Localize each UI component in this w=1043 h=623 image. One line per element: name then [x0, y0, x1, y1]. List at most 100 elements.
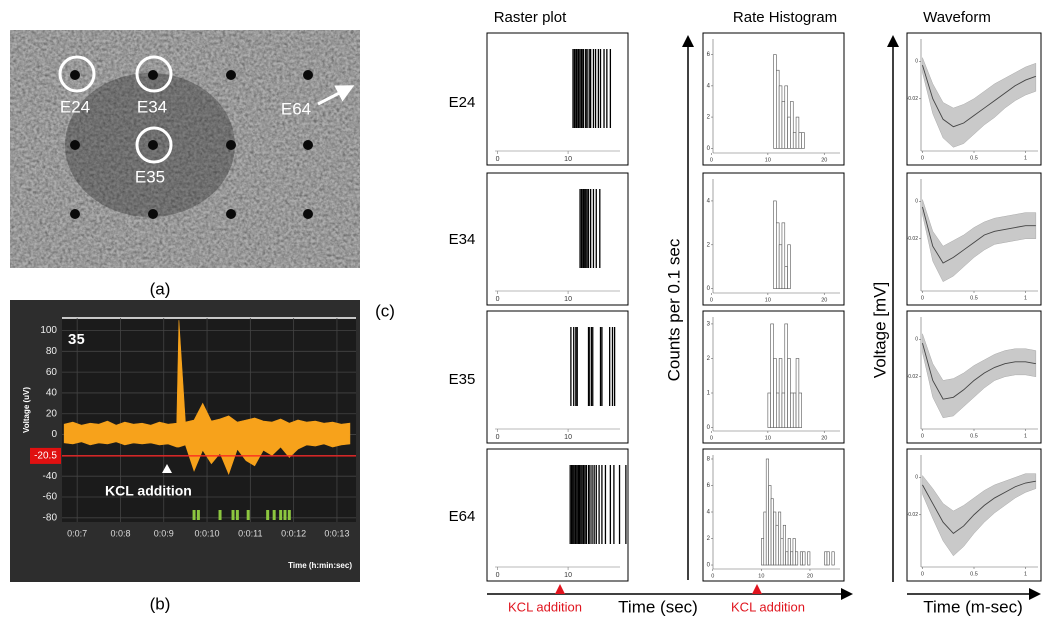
histogram-bar: [781, 392, 786, 428]
spike-event: [287, 510, 291, 520]
y-tick-label: 6: [707, 52, 711, 58]
x-tick-label: 0:0:12: [281, 528, 306, 538]
histogram-bar: [761, 538, 765, 566]
x-tick-label: 20: [821, 435, 827, 441]
column-title: Raster plot: [494, 9, 567, 26]
x-tick-label: 0: [921, 155, 924, 161]
spike-event: [235, 510, 239, 520]
y-tick-label: 0: [707, 563, 711, 569]
histogram-bar: [781, 101, 786, 149]
x-tick-label: 0.5: [970, 155, 978, 161]
x-axis-label: Time (h:min:sec): [288, 561, 352, 570]
electrode-label: E64: [281, 99, 311, 118]
spike-event: [196, 510, 200, 520]
x-tick-label: 20: [807, 573, 813, 579]
x-tick-label: 0:0:10: [195, 528, 220, 538]
x-tick-label: 10: [765, 435, 771, 441]
x-tick-label: 1: [1024, 295, 1027, 301]
y-tick-label: 4: [707, 510, 711, 516]
x-tick-label: 20: [821, 157, 827, 163]
y-tick-label: 40: [46, 388, 58, 399]
panel-label: (b): [150, 594, 171, 613]
y-tick-label: -0.02: [907, 374, 919, 380]
counts-axis-label: Counts per 0.1 sec: [664, 238, 683, 381]
spike-event: [283, 510, 287, 520]
y-tick-label: 80: [46, 346, 58, 357]
x-tick-label: 20: [821, 297, 827, 303]
y-tick-label: 0: [915, 337, 918, 343]
histogram-bar: [768, 485, 772, 566]
histogram-bar: [778, 358, 783, 428]
histogram-bar: [792, 132, 797, 149]
x-tick-label: 0: [710, 157, 713, 163]
threshold-label: -20.5: [34, 451, 57, 462]
voltage-axis-label: Voltage [mV]: [870, 282, 889, 378]
histogram-bar: [807, 551, 811, 566]
y-tick-label: 0: [915, 199, 918, 205]
histogram-bar: [798, 132, 803, 149]
histogram-bar: [790, 551, 794, 566]
x-tick-label: 0: [921, 571, 924, 577]
x-tick-label: 0: [710, 435, 713, 441]
y-tick-label: -0.02: [907, 512, 919, 518]
y-tick-label: -80: [43, 512, 58, 523]
x-tick-label: 0: [496, 156, 500, 163]
histogram-bar: [802, 551, 806, 566]
y-tick-label: 0: [51, 429, 57, 440]
annotation: KCL addition: [105, 483, 192, 499]
x-tick-label: 0:0:7: [67, 528, 87, 538]
histogram-bar: [798, 392, 803, 428]
histogram-bar: [773, 54, 777, 149]
x-tick-label: 1: [1024, 571, 1027, 577]
x-tick-label: 10: [564, 572, 572, 579]
y-tick-label: 100: [40, 325, 57, 336]
x-tick-label: 0.5: [970, 295, 978, 301]
histogram-bar: [790, 392, 794, 428]
histogram-bar: [782, 524, 786, 566]
spike-event: [266, 510, 270, 520]
y-tick-label: 2: [707, 356, 711, 362]
histogram-bar: [787, 538, 791, 566]
histogram-bar: [776, 222, 780, 289]
waveform-band: [922, 333, 1037, 419]
x-tick-label: 0:0:11: [238, 528, 262, 538]
row-label: E35: [449, 371, 476, 388]
histogram-bar: [826, 551, 830, 566]
histogram-bar: [776, 392, 780, 428]
kcl-label: KCL addition: [508, 599, 582, 614]
spike-event: [231, 510, 235, 520]
x-tick-label: 0:0:9: [154, 528, 174, 538]
x-tick-label: 0:0:8: [110, 528, 130, 538]
histogram-bar: [763, 511, 767, 566]
raster-box: [486, 310, 629, 444]
y-tick-label: 1: [707, 391, 711, 397]
channel-number: 35: [68, 331, 85, 348]
y-tick-label: 2: [707, 242, 711, 248]
y-tick-label: 4: [707, 199, 711, 205]
panel-label: (c): [375, 301, 395, 320]
x-tick-label: 10: [564, 434, 572, 441]
y-tick-label: 8: [707, 457, 711, 463]
histogram-bar: [765, 458, 769, 566]
panel-label: (a): [150, 279, 171, 298]
waveform-mean: [922, 206, 1036, 264]
kcl-label: KCL addition: [731, 599, 805, 614]
y-tick-label: 0: [707, 146, 711, 152]
waveform-mean: [922, 480, 1036, 534]
spike-event: [279, 510, 283, 520]
y-axis-label: Voltage (uV): [22, 387, 31, 433]
histogram-bar: [785, 551, 789, 566]
x-tick-label: 0:0:13: [324, 528, 349, 538]
spike-event: [192, 510, 196, 520]
histogram-bar: [787, 244, 791, 289]
x-tick-label: 0: [496, 572, 500, 579]
column-title: Rate Histogram: [733, 9, 837, 26]
histogram-bar: [824, 551, 828, 566]
x-tick-label: 1: [1024, 433, 1027, 439]
histogram-bar: [784, 85, 788, 149]
x-tick-label: 0: [921, 433, 924, 439]
spike-event: [272, 510, 276, 520]
annotation-marker: [162, 464, 172, 473]
histogram-bar: [790, 101, 794, 149]
